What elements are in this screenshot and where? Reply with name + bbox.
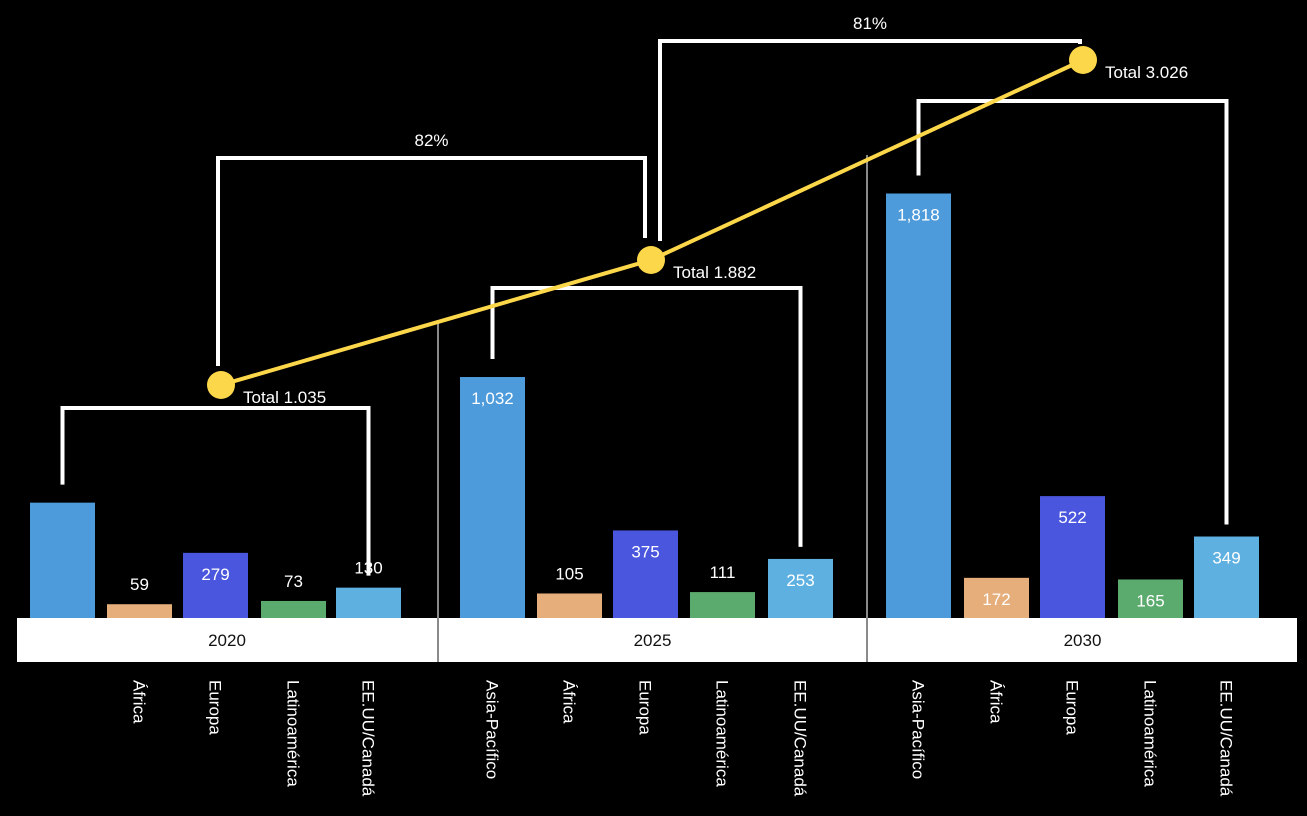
total-line — [207, 46, 1097, 399]
bar-2020-2 — [183, 552, 248, 618]
total-label: Total 3.026 — [1105, 63, 1188, 82]
growth-label: 81% — [853, 14, 887, 33]
bar-value-label: 1,818 — [897, 205, 940, 224]
bar-2030-1 — [964, 577, 1029, 618]
category-label: Asia-Pacífico — [909, 680, 928, 779]
bar-2030-4 — [1194, 536, 1259, 618]
bar-2025-0 — [460, 377, 525, 618]
bar-2030-2 — [1040, 496, 1105, 618]
bar-value-label: 172 — [982, 590, 1010, 609]
growth-label: 82% — [414, 131, 448, 150]
category-label: Latinoamérica — [1141, 680, 1160, 787]
bar-value-label: 1,032 — [471, 389, 514, 408]
bar-2020-3 — [261, 600, 326, 618]
total-point — [1069, 46, 1097, 74]
category-label: Europa — [1063, 680, 1082, 735]
labels: 59 279 73 130 2020 África Europa Latinoamérica E… — [130, 14, 1241, 797]
year-label: 2020 — [208, 631, 246, 650]
total-label: Total 1.035 — [243, 388, 326, 407]
year-band — [17, 155, 1297, 662]
category-label: Latinoamérica — [713, 680, 732, 787]
category-label: África — [560, 680, 579, 724]
group-bracket — [490, 286, 803, 547]
bar-2030-3 — [1118, 579, 1183, 618]
bar-2020-1 — [107, 604, 172, 618]
bar-2025-3 — [690, 592, 755, 618]
category-label: Latinoamérica — [284, 680, 303, 787]
bar-2030-0 — [886, 193, 951, 618]
category-label: África — [987, 680, 1006, 724]
total-label: Total 1.882 — [673, 263, 756, 282]
category-label: África — [130, 680, 149, 724]
category-label: EE.UU/Canadá — [359, 680, 378, 797]
bar-2025-4 — [768, 558, 833, 618]
category-label: EE.UU/Canadá — [791, 680, 810, 797]
bar-2025-2 — [613, 530, 678, 618]
total-point — [637, 246, 665, 274]
bar-2025-1 — [537, 593, 602, 618]
category-label: Europa — [206, 680, 225, 735]
bar-value-label: 165 — [1136, 591, 1164, 610]
group-bracket — [60, 406, 371, 576]
bar-value-label: 73 — [284, 572, 303, 591]
bar-value-label: 279 — [201, 565, 229, 584]
bar-value-label: 522 — [1058, 508, 1086, 527]
growth-bracket — [216, 156, 647, 366]
category-label: Europa — [636, 680, 655, 735]
category-label: EE.UU/Canadá — [1217, 680, 1236, 797]
bar-value-label: 105 — [555, 564, 583, 583]
bar-value-label: 349 — [1212, 549, 1240, 568]
bar-2020-4 — [336, 587, 401, 618]
year-label: 2025 — [634, 631, 672, 650]
bars — [30, 193, 1259, 618]
bar-value-label: 59 — [130, 575, 149, 594]
growth-bracket — [658, 39, 1082, 241]
year-label: 2030 — [1064, 631, 1102, 650]
bar-value-label: 253 — [786, 571, 814, 590]
total-point — [207, 371, 235, 399]
bar-2020-0 — [30, 502, 95, 618]
bar-value-label: 130 — [354, 559, 382, 578]
bar-value-label: 111 — [710, 563, 736, 582]
bar-value-label: 375 — [631, 542, 659, 561]
category-label: Asia-Pacífico — [483, 680, 502, 779]
year-band-bg — [17, 618, 1297, 662]
